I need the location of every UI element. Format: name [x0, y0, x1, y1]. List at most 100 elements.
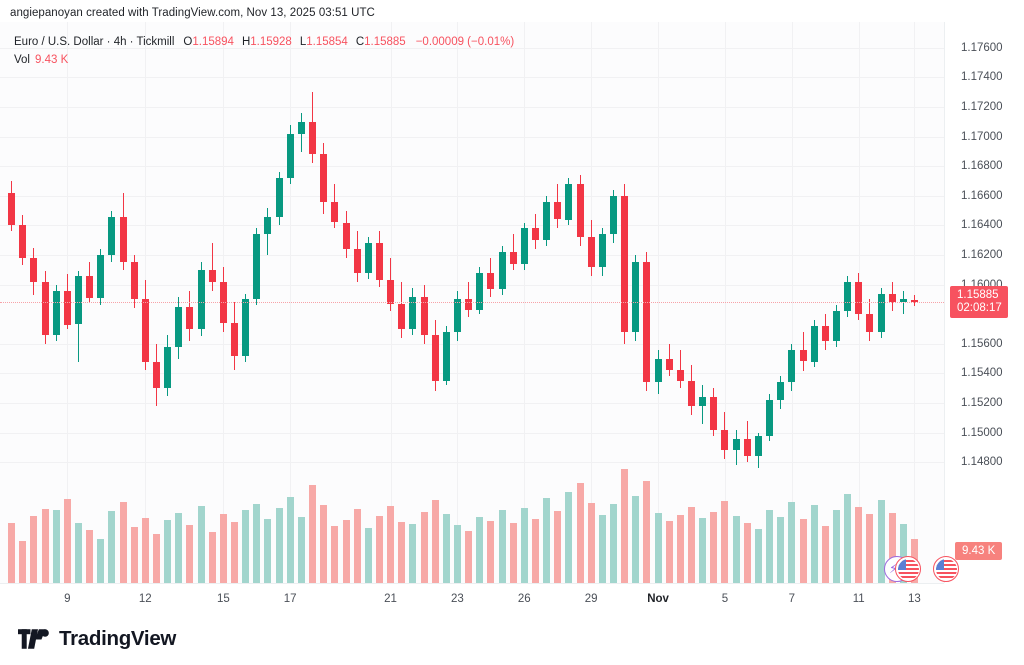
us-flag-icon [935, 558, 957, 580]
volume-bar [297, 516, 305, 583]
attribution-text: angiepanoyan created with TradingView.co… [10, 7, 375, 19]
volume-bar [855, 507, 863, 583]
current-price-badge[interactable]: 1.15885 02:08:17 [950, 285, 1008, 318]
candle-body [453, 299, 461, 332]
candle-body [643, 262, 651, 383]
candle-body [130, 262, 138, 300]
candle-body [654, 358, 662, 383]
volume-bar [743, 523, 751, 583]
volume-bar [610, 504, 617, 583]
volume-bar [465, 530, 473, 583]
candle-body [520, 228, 528, 264]
time-axis-tick: 29 [584, 593, 598, 605]
candle-body [632, 262, 640, 332]
chart-pane[interactable]: Euro / U.S. Dollar · 4h · Tickmill O1.15… [0, 22, 944, 583]
time-axis-tick: 21 [384, 593, 397, 605]
candle-body [866, 314, 874, 332]
candle-body [565, 184, 573, 220]
volume-bar [654, 512, 662, 583]
volume-bar [309, 485, 316, 583]
volume-bar [676, 514, 684, 583]
price-axis-tick: 1.16400 [961, 219, 1003, 232]
candle-body [509, 252, 517, 264]
grid-line-horizontal [0, 462, 944, 464]
price-axis[interactable]: 1.17600 1.17400 1.17200 1.17000 1.16800 1.166… [944, 22, 1024, 583]
event-marker-us-1[interactable] [895, 556, 921, 582]
time-axis-tick: 9 [64, 593, 71, 605]
candle-body [331, 201, 339, 223]
candle-body [108, 216, 116, 255]
volume-bar [799, 518, 807, 583]
volume-bar [264, 518, 272, 583]
volume-bar [86, 529, 94, 583]
candle-body [855, 281, 863, 315]
volume-bar [453, 525, 461, 583]
candle-body [398, 303, 406, 330]
candle-body [788, 349, 796, 383]
volume-bar [877, 499, 885, 583]
candle-body [86, 275, 94, 298]
candle-body [41, 281, 49, 335]
time-axis-tick: 12 [138, 593, 152, 605]
candle-body [598, 234, 606, 267]
volume-bar [97, 538, 105, 583]
candle-body [476, 272, 484, 310]
candle-body [754, 435, 762, 457]
event-marker-us-2[interactable] [933, 556, 959, 582]
grid-line-horizontal [0, 284, 944, 286]
volume-bar [442, 513, 450, 583]
candle-body [576, 184, 584, 238]
volume-bar [320, 504, 328, 583]
volume-bar [565, 492, 573, 583]
volume-badge[interactable]: 9.43 K [955, 542, 1003, 560]
grid-line-horizontal [0, 107, 944, 108]
volume-bar [286, 496, 294, 583]
candle-body [320, 154, 328, 202]
volume-bar [242, 510, 250, 583]
candle-body [431, 334, 439, 381]
candle-body [810, 326, 818, 362]
time-axis-tick: 5 [721, 593, 729, 605]
time-axis-tick: Nov [647, 593, 669, 605]
volume-bar [665, 520, 673, 583]
volume-bar [844, 493, 851, 583]
candle-body [710, 397, 718, 430]
volume-bar [342, 519, 350, 583]
volume-bar [364, 528, 372, 583]
candle-body [253, 234, 261, 300]
candle-body [532, 228, 539, 241]
current-price-line [0, 301, 944, 303]
volume-bar [487, 521, 495, 583]
candle-body [353, 249, 361, 273]
volume-bar [688, 506, 695, 583]
candle-body [97, 255, 105, 298]
candle-wick [211, 243, 213, 291]
candle-body [164, 346, 172, 389]
legend-high: H1.15928 [241, 36, 292, 48]
tradingview-logo[interactable]: TradingView [18, 627, 176, 651]
price-axis-tick: 1.17200 [961, 101, 1003, 113]
candle-body [8, 192, 16, 226]
volume-bar [632, 495, 640, 583]
tradingview-mark-icon [18, 629, 49, 649]
candlestick-series [0, 22, 944, 583]
volume-bar [498, 509, 506, 583]
candle-body [119, 216, 127, 263]
volume-bar [75, 522, 82, 583]
candle-body [197, 269, 205, 329]
candle-body [543, 201, 551, 241]
volume-bar [899, 524, 907, 583]
candle-body [175, 306, 183, 347]
price-axis-tick: 1.16600 [961, 189, 1003, 202]
time-axis-tick: 7 [788, 593, 795, 605]
volume-bar [621, 469, 629, 583]
legend-close: C1.15885 [355, 36, 406, 48]
time-axis[interactable]: 9 12 15 17 21 23 26 29 Nov 5 7 11 13 [0, 583, 944, 618]
candle-body [799, 349, 807, 362]
volume-bar [175, 513, 183, 583]
price-axis-tick: 1.15600 [961, 337, 1003, 350]
candle-body [186, 306, 194, 329]
volume-bar [231, 521, 238, 583]
event-marker-group[interactable]: ⚡ [884, 554, 964, 584]
